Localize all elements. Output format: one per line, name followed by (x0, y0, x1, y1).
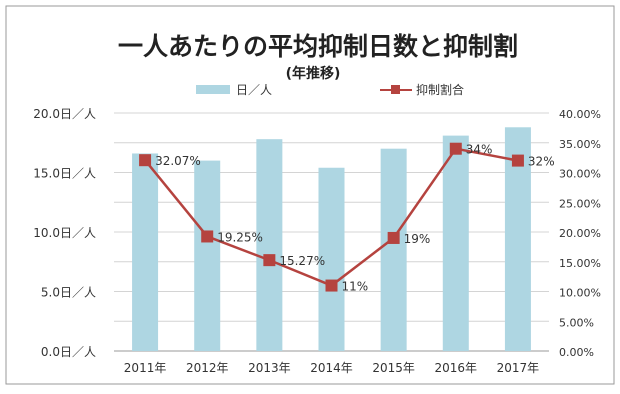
line-point (511, 154, 524, 167)
y-right-tick-label: 20.00% (559, 227, 601, 240)
line-point (325, 279, 338, 292)
y-left-tick-label: 10.0日／人 (33, 226, 96, 240)
legend-line-label: 抑制割合 (416, 82, 464, 97)
y-left-tick-label: 20.0日／人 (33, 107, 96, 121)
line-point (201, 230, 214, 243)
chart-subtitle: (年推移) (286, 65, 341, 82)
y-right-tick-label: 10.00% (559, 287, 601, 300)
bar (194, 160, 221, 351)
line-point (387, 231, 400, 244)
line-point (139, 154, 152, 167)
y-right-tick-label: 15.00% (559, 257, 601, 270)
bar (318, 167, 345, 351)
bar-series (132, 127, 531, 351)
axes: 0.0日／人 5.0日／人 10.0日／人 15.0日／人 20.0日／人 0.00% 5.… (33, 107, 601, 375)
chart-title: 一人あたりの平均抑制日数と抑制割 (118, 32, 518, 61)
legend: 日／人 抑制割合 (196, 82, 464, 97)
x-tick-label: 2014年 (310, 361, 353, 375)
y-right-tick-label: 30.00% (559, 168, 601, 181)
y-right-tick-label: 40.00% (559, 108, 601, 121)
line-series: 32.07% 19.25% 15.27% 11% 19% 34% 32% (139, 142, 555, 294)
bar (132, 153, 159, 351)
data-label: 34% (466, 143, 493, 157)
data-label: 15.27% (279, 254, 325, 268)
y-right-tick-label: 0.00% (559, 346, 594, 359)
x-tick-label: 2011年 (124, 361, 167, 375)
line-point (263, 254, 276, 267)
x-tick-label: 2013年 (248, 361, 291, 375)
y-left-tick-label: 5.0日／人 (41, 286, 96, 300)
x-tick-label: 2015年 (372, 361, 415, 375)
data-label: 32.07% (155, 154, 201, 168)
data-label: 32% (528, 155, 555, 169)
data-label: 11% (342, 280, 369, 294)
x-tick-label: 2016年 (435, 361, 478, 375)
bar (256, 139, 283, 351)
data-label: 19% (404, 232, 431, 246)
x-tick-label: 2012年 (186, 361, 229, 375)
y-right-tick-label: 25.00% (559, 197, 601, 210)
x-tick-label: 2017年 (497, 361, 540, 375)
line-point (449, 142, 462, 155)
legend-line-marker (391, 85, 400, 94)
y-right-tick-label: 5.00% (559, 316, 594, 329)
legend-bar-swatch (196, 85, 230, 94)
bar (442, 135, 469, 351)
legend-bar-label: 日／人 (236, 83, 272, 97)
data-label: 19.25% (217, 230, 263, 244)
bar (380, 148, 407, 351)
y-left-tick-label: 15.0日／人 (33, 167, 96, 181)
y-right-tick-label: 35.00% (559, 138, 601, 151)
y-left-tick-label: 0.0日／人 (41, 345, 96, 359)
